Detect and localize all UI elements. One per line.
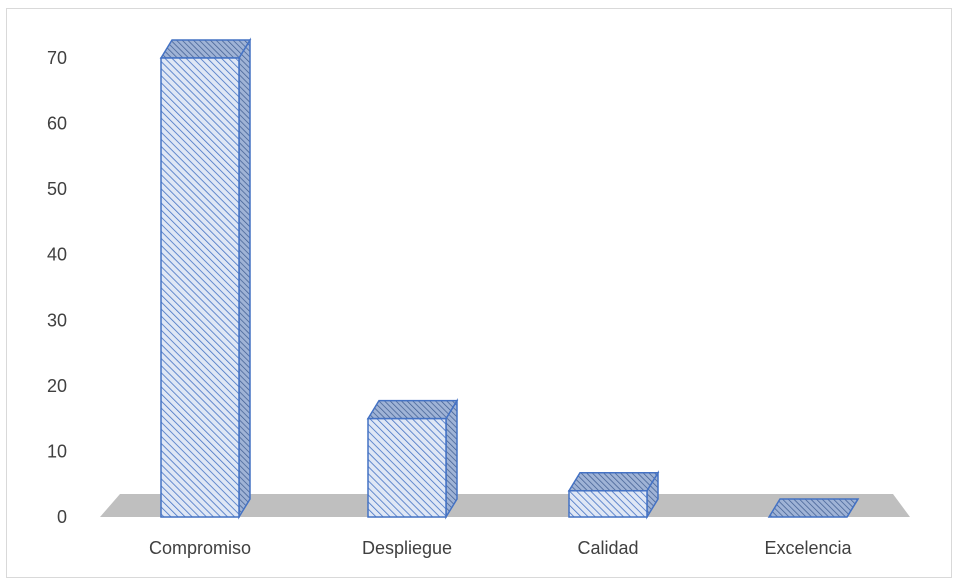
y-tick-label: 30: [47, 310, 67, 330]
bar-side-face: [445, 397, 458, 520]
bar-top-face: [366, 399, 459, 420]
bar-top-face: [767, 498, 860, 518]
bar-front-face: [367, 417, 447, 518]
y-tick-label: 20: [47, 376, 67, 396]
bar-calidad: [567, 470, 660, 520]
bar-front-face: [568, 490, 648, 518]
bar-top-face: [159, 39, 252, 59]
bar-top-face: [567, 472, 660, 492]
y-tick-label: 10: [47, 441, 67, 461]
x-category-label: Excelencia: [764, 538, 852, 558]
bar-compromiso: [159, 37, 252, 520]
x-category-label: Calidad: [577, 538, 638, 558]
x-category-label: Despliegue: [362, 538, 452, 558]
bar-side-face: [238, 37, 251, 520]
bar-excelencia: [767, 498, 860, 518]
y-tick-label: 60: [47, 114, 67, 134]
y-tick-label: 50: [47, 179, 67, 199]
bar-despliegue: [366, 397, 459, 520]
y-tick-label: 40: [47, 245, 67, 265]
chart-floor: [100, 494, 910, 517]
bar-front-face: [160, 57, 240, 518]
y-tick-label: 70: [47, 48, 67, 68]
y-tick-label: 0: [57, 507, 67, 527]
x-category-label: Compromiso: [149, 538, 251, 558]
